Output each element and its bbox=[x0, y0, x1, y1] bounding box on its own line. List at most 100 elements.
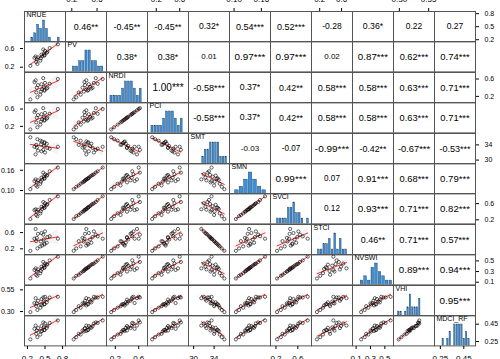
svg-text:0.3: 0.3 bbox=[485, 268, 495, 275]
svg-text:0.2: 0.2 bbox=[22, 355, 34, 359]
svg-text:-0.53***: -0.53*** bbox=[439, 143, 471, 153]
svg-text:-0.03: -0.03 bbox=[241, 144, 260, 153]
svg-text:-0.99***: -0.99*** bbox=[315, 142, 349, 153]
svg-text:0.42**: 0.42** bbox=[279, 113, 304, 123]
svg-text:0.37*: 0.37* bbox=[240, 113, 261, 123]
svg-text:0.30: 0.30 bbox=[392, 0, 408, 4]
svg-text:-0.28: -0.28 bbox=[322, 21, 342, 31]
svg-text:SMN: SMN bbox=[232, 163, 248, 170]
svg-text:1.00***: 1.00*** bbox=[152, 82, 183, 93]
svg-text:0.89***: 0.89*** bbox=[399, 264, 430, 275]
svg-text:30: 30 bbox=[485, 156, 493, 163]
svg-text:0.32*: 0.32* bbox=[199, 21, 220, 31]
svg-text:0.5: 0.5 bbox=[39, 355, 51, 359]
svg-text:-0.42**: -0.42** bbox=[359, 143, 387, 153]
svg-text:0.45: 0.45 bbox=[456, 355, 472, 359]
svg-text:NVSWI: NVSWI bbox=[355, 255, 378, 262]
svg-text:34: 34 bbox=[210, 355, 219, 359]
svg-text:0.8: 0.8 bbox=[57, 355, 69, 359]
svg-text:0.63***: 0.63*** bbox=[400, 82, 429, 92]
svg-text:0.2: 0.2 bbox=[5, 64, 15, 71]
svg-text:0.58***: 0.58*** bbox=[359, 113, 388, 123]
svg-text:VHI: VHI bbox=[396, 285, 408, 292]
svg-text:0.2: 0.2 bbox=[314, 0, 326, 4]
svg-text:0.2: 0.2 bbox=[485, 36, 495, 43]
svg-text:0.55: 0.55 bbox=[421, 0, 437, 4]
svg-text:0.12: 0.12 bbox=[324, 205, 340, 214]
svg-text:0.58***: 0.58*** bbox=[318, 113, 347, 123]
svg-text:0.46**: 0.46** bbox=[361, 234, 386, 244]
svg-text:30: 30 bbox=[189, 355, 198, 359]
svg-text:0.55: 0.55 bbox=[1, 286, 15, 293]
svg-text:NRDI: NRDI bbox=[109, 72, 126, 79]
svg-text:0.2: 0.2 bbox=[485, 216, 495, 223]
svg-text:-0.45**: -0.45** bbox=[113, 22, 141, 32]
svg-text:0.6: 0.6 bbox=[336, 0, 348, 4]
svg-text:0.38*: 0.38* bbox=[117, 52, 138, 62]
svg-text:NRUE: NRUE bbox=[27, 11, 47, 18]
svg-text:0.6: 0.6 bbox=[133, 355, 145, 359]
svg-text:-0.67***: -0.67*** bbox=[398, 143, 431, 153]
svg-text:0.97***: 0.97*** bbox=[235, 51, 266, 62]
svg-text:0.63***: 0.63*** bbox=[400, 113, 429, 123]
svg-text:0.93***: 0.93*** bbox=[358, 203, 389, 214]
svg-text:0.8: 0.8 bbox=[485, 10, 495, 17]
svg-text:0.30: 0.30 bbox=[1, 307, 15, 314]
svg-text:0.71***: 0.71*** bbox=[440, 82, 470, 93]
svg-text:0.2: 0.2 bbox=[5, 245, 15, 252]
svg-text:0.5: 0.5 bbox=[379, 355, 391, 359]
svg-text:MDCI_RF: MDCI_RF bbox=[437, 315, 468, 323]
svg-text:0.6: 0.6 bbox=[5, 45, 15, 52]
svg-text:-0.58***: -0.58*** bbox=[193, 113, 225, 123]
svg-text:PCI: PCI bbox=[150, 103, 162, 110]
svg-text:0.2: 0.2 bbox=[110, 355, 122, 359]
svg-text:0.58***: 0.58*** bbox=[359, 82, 388, 92]
svg-text:0.6: 0.6 bbox=[5, 105, 15, 112]
svg-text:0.2: 0.2 bbox=[5, 123, 15, 130]
svg-text:0.62***: 0.62*** bbox=[400, 52, 429, 62]
svg-text:0.42**: 0.42** bbox=[279, 82, 304, 92]
svg-text:0.25: 0.25 bbox=[485, 338, 499, 345]
svg-text:0.58***: 0.58*** bbox=[318, 82, 347, 92]
svg-text:0.1: 0.1 bbox=[485, 279, 495, 286]
svg-text:0.6: 0.6 bbox=[485, 75, 495, 82]
svg-text:0.02: 0.02 bbox=[324, 53, 340, 62]
svg-text:0.95***: 0.95*** bbox=[440, 294, 471, 305]
svg-text:0.3: 0.3 bbox=[365, 355, 377, 359]
svg-text:STCI: STCI bbox=[314, 224, 330, 231]
svg-text:0.2: 0.2 bbox=[270, 355, 282, 359]
svg-text:0.01: 0.01 bbox=[201, 53, 217, 62]
svg-text:0.57***: 0.57*** bbox=[441, 234, 470, 244]
svg-text:0.68***: 0.68*** bbox=[399, 174, 428, 184]
svg-text:0.82***: 0.82*** bbox=[440, 203, 470, 214]
svg-text:0.25: 0.25 bbox=[433, 355, 449, 359]
svg-text:0.91***: 0.91*** bbox=[358, 173, 389, 184]
svg-text:34: 34 bbox=[485, 141, 493, 148]
svg-text:0.2: 0.2 bbox=[485, 92, 495, 99]
svg-text:0.6: 0.6 bbox=[174, 0, 186, 4]
svg-text:0.52***: 0.52*** bbox=[277, 22, 306, 32]
svg-text:0.07: 0.07 bbox=[324, 174, 340, 183]
svg-text:0.38*: 0.38* bbox=[158, 52, 179, 62]
svg-text:0.54***: 0.54*** bbox=[236, 22, 265, 32]
svg-text:0.16: 0.16 bbox=[1, 166, 15, 173]
svg-text:0.22: 0.22 bbox=[406, 21, 423, 31]
svg-text:0.6: 0.6 bbox=[5, 229, 15, 236]
svg-text:0.5: 0.5 bbox=[485, 257, 495, 264]
svg-text:-0.07: -0.07 bbox=[282, 144, 301, 153]
svg-text:SMT: SMT bbox=[191, 133, 206, 140]
svg-text:-0.45**: -0.45** bbox=[154, 22, 182, 32]
svg-text:0.37*: 0.37* bbox=[240, 82, 261, 92]
svg-text:SVCI: SVCI bbox=[273, 194, 289, 201]
svg-text:0.27: 0.27 bbox=[447, 21, 464, 31]
svg-text:0.10: 0.10 bbox=[1, 187, 15, 194]
svg-text:0.5: 0.5 bbox=[485, 23, 495, 30]
svg-text:0.46**: 0.46** bbox=[74, 22, 99, 32]
svg-text:0.2: 0.2 bbox=[66, 0, 78, 4]
svg-text:0.6: 0.6 bbox=[485, 200, 495, 207]
svg-text:0.87***: 0.87*** bbox=[358, 51, 388, 62]
svg-text:-0.58***: -0.58*** bbox=[193, 82, 225, 92]
svg-text:0.45: 0.45 bbox=[485, 320, 499, 327]
svg-text:0.71***: 0.71*** bbox=[399, 234, 429, 245]
svg-text:0.71***: 0.71*** bbox=[399, 203, 429, 214]
